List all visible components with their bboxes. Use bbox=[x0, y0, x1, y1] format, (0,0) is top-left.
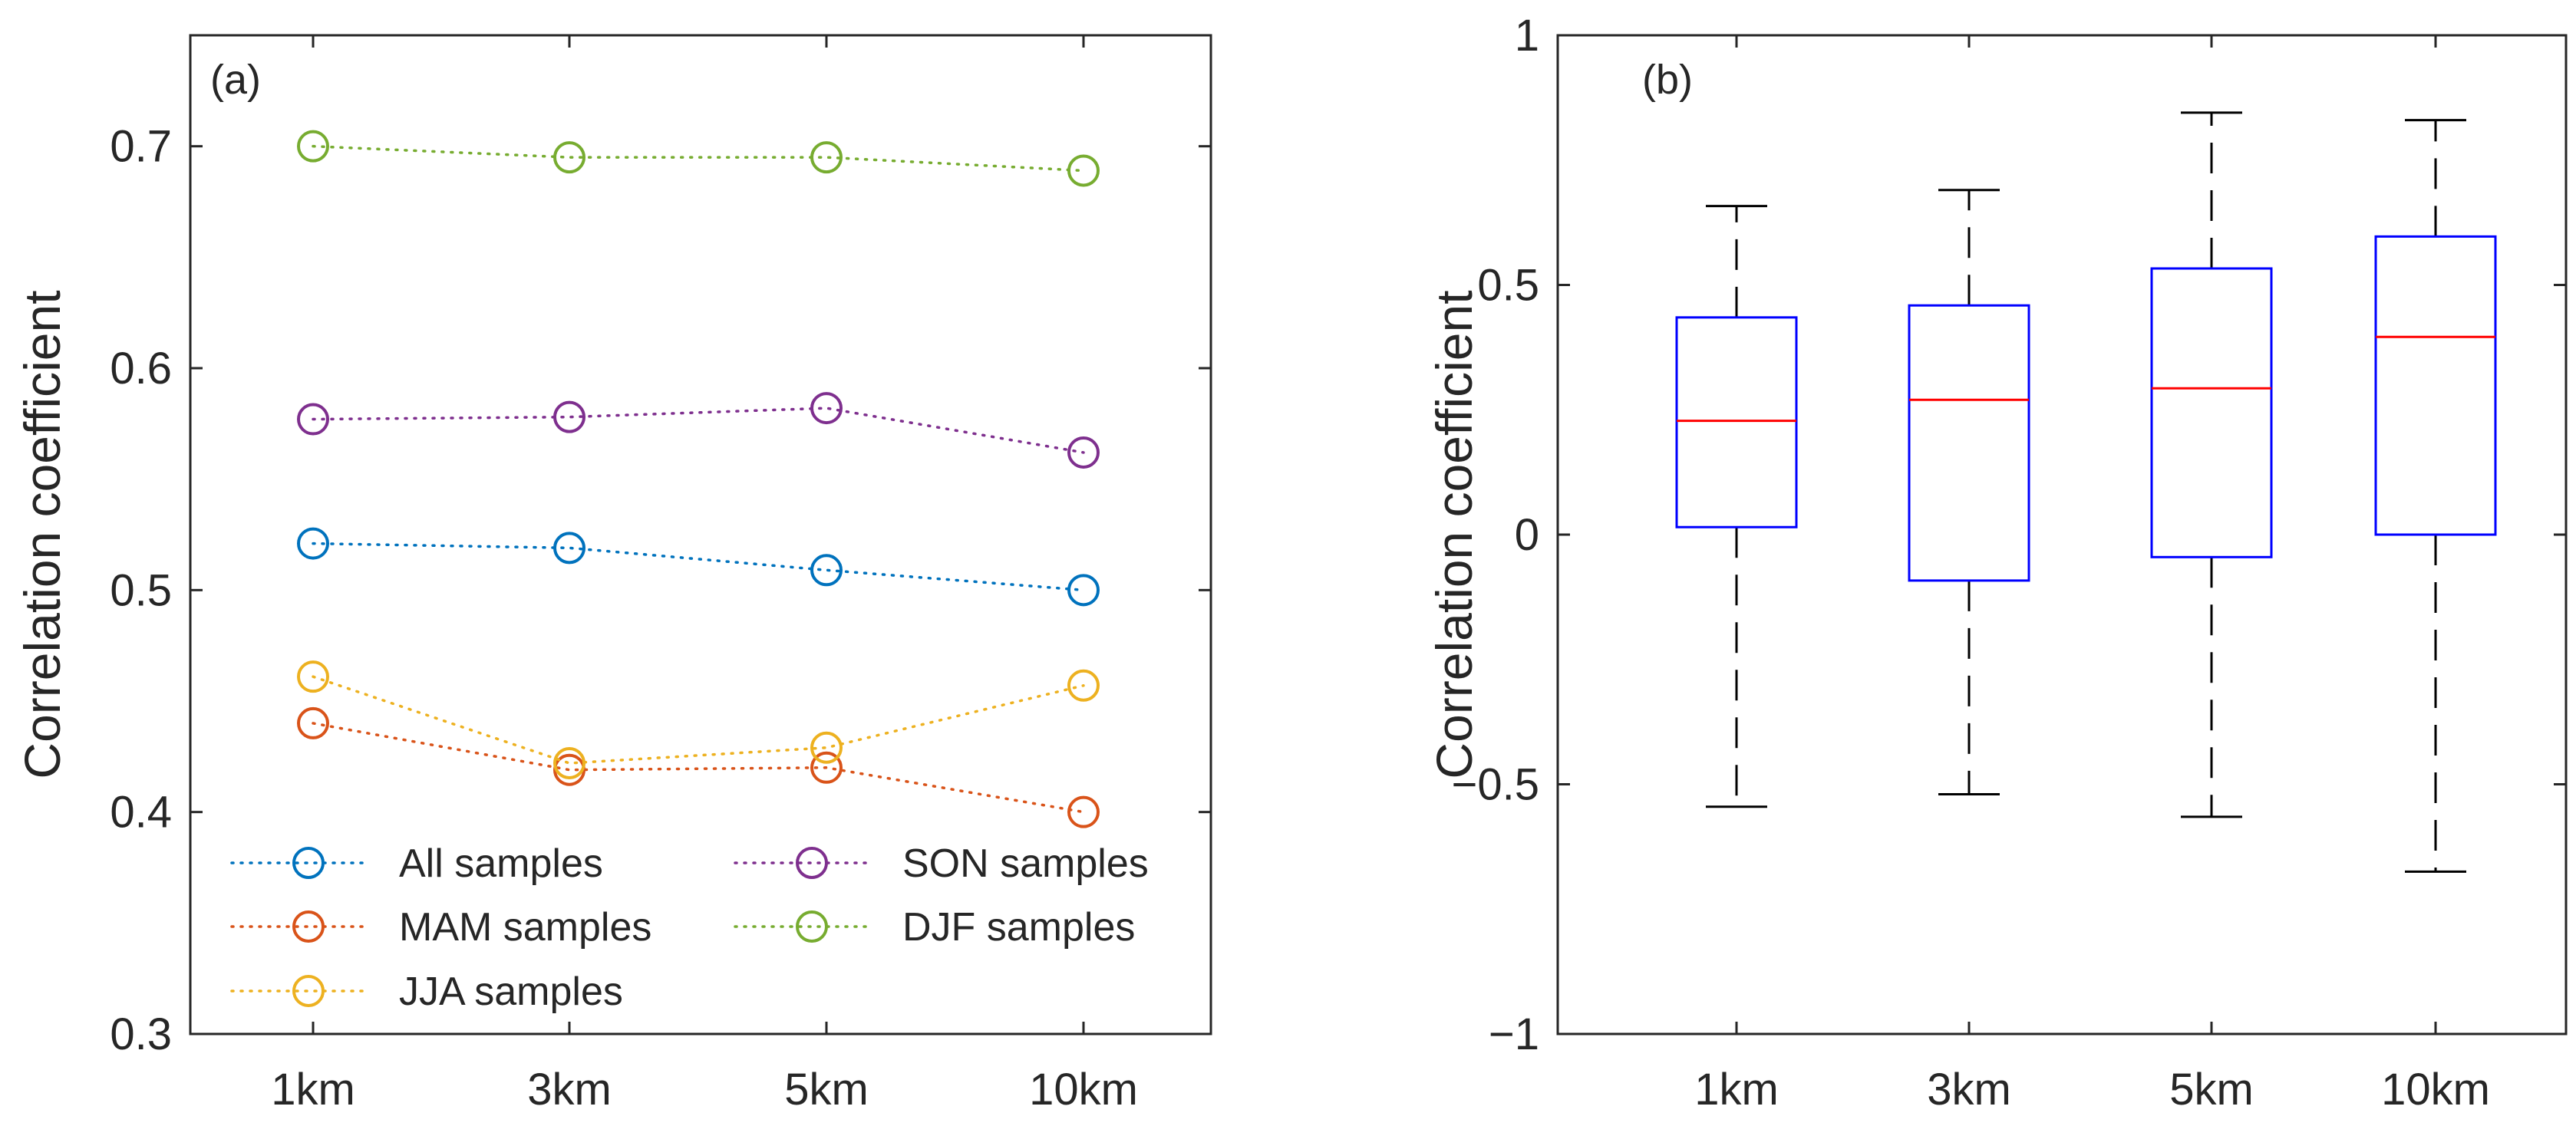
series-line bbox=[312, 407, 1085, 454]
panel-b-boxes bbox=[1675, 111, 2497, 873]
data-point bbox=[1067, 795, 1100, 828]
y-tick-label: 0.7 bbox=[110, 122, 172, 172]
data-point bbox=[297, 130, 329, 163]
legend-item: SON samples bbox=[734, 841, 1149, 886]
legend-label: JJA samples bbox=[399, 970, 623, 1014]
y-tick-label: 0.5 bbox=[110, 565, 172, 615]
data-point bbox=[1067, 574, 1100, 607]
y-tick-label: 1 bbox=[1515, 11, 1539, 61]
data-point bbox=[553, 747, 585, 780]
data-point bbox=[297, 403, 329, 436]
panel-a-x-ticks: 1km 3km 5km 10km bbox=[271, 35, 1138, 1114]
series-line bbox=[312, 144, 1085, 173]
panel-a: (a) Correlation coefficient 0.3 0.4 0.5 0.6… bbox=[14, 34, 1212, 1114]
data-point bbox=[297, 706, 329, 739]
legend-marker bbox=[796, 910, 828, 943]
panel-a-label: (a) bbox=[210, 57, 261, 103]
legend-label: DJF samples bbox=[902, 905, 1135, 950]
panel-a-y-ticks: 0.3 0.4 0.5 0.6 0.7 bbox=[110, 122, 1211, 1059]
legend-item: MAM samples bbox=[230, 905, 651, 950]
box-body bbox=[1675, 316, 1798, 528]
y-tick-label: 0.3 bbox=[110, 1009, 172, 1059]
data-point bbox=[810, 751, 843, 784]
panel-b-y-ticks: −1 −0.5 0 0.5 1 bbox=[1452, 11, 2566, 1059]
data-point bbox=[810, 731, 843, 764]
data-point bbox=[553, 400, 585, 433]
panel-a-axes-box bbox=[189, 34, 1212, 1035]
panel-b: (b) Correlation coefficient −1−0.500.51 … bbox=[1426, 11, 2568, 1114]
data-point bbox=[1067, 669, 1100, 702]
box-5km bbox=[2150, 111, 2273, 818]
series-djf bbox=[297, 130, 1100, 187]
data-point bbox=[297, 527, 329, 560]
series-jja bbox=[297, 660, 1100, 780]
legend-item: JJA samples bbox=[230, 970, 623, 1014]
data-point bbox=[553, 532, 585, 565]
legend-label: All samples bbox=[399, 841, 603, 886]
series-son bbox=[297, 392, 1100, 469]
y-tick-label: 0.6 bbox=[110, 344, 172, 393]
legend-marker bbox=[292, 975, 325, 1007]
panel-a-legend: All samples MAM samples JJA samples SON sam… bbox=[230, 841, 1149, 1014]
legend-marker bbox=[796, 847, 828, 879]
data-point bbox=[1067, 436, 1100, 469]
legend-label: SON samples bbox=[902, 841, 1149, 886]
box-3km bbox=[1908, 189, 2030, 796]
box-body bbox=[1908, 304, 2030, 582]
y-tick-label: 0.4 bbox=[110, 788, 172, 838]
data-point bbox=[810, 141, 843, 174]
series-line bbox=[312, 722, 1085, 814]
x-tick-label: 5km bbox=[2169, 1065, 2254, 1114]
panel-b-ylabel: Correlation coefficient bbox=[1426, 290, 1483, 779]
legend-label: MAM samples bbox=[399, 905, 651, 950]
data-point bbox=[297, 660, 329, 693]
x-tick-label: 10km bbox=[1029, 1065, 1138, 1114]
legend-item: DJF samples bbox=[734, 905, 1135, 950]
x-tick-label: 1km bbox=[1694, 1065, 1779, 1114]
box-body bbox=[2150, 267, 2273, 558]
x-tick-label: 3km bbox=[527, 1065, 612, 1114]
legend-marker bbox=[292, 910, 325, 943]
box-10km bbox=[2374, 119, 2497, 873]
data-point bbox=[810, 392, 843, 425]
y-tick-label: 0.5 bbox=[1477, 261, 1539, 311]
x-tick-label: 1km bbox=[271, 1065, 355, 1114]
data-point bbox=[810, 554, 843, 587]
data-point bbox=[553, 141, 585, 174]
series-line bbox=[312, 542, 1085, 592]
x-tick-label: 5km bbox=[784, 1065, 869, 1114]
box-1km bbox=[1675, 205, 1798, 808]
y-tick-label: 0 bbox=[1515, 510, 1539, 560]
box-body bbox=[2374, 235, 2497, 536]
legend-marker bbox=[292, 847, 325, 879]
legend-item: All samples bbox=[230, 841, 603, 886]
panel-b-x-ticks: 1km 3km 5km 10km bbox=[1694, 35, 2490, 1114]
y-tick-label: −0.5 bbox=[1452, 760, 1540, 810]
data-point bbox=[1067, 154, 1100, 187]
series-all bbox=[297, 527, 1100, 607]
panel-a-series bbox=[297, 130, 1100, 828]
x-tick-label: 10km bbox=[2381, 1065, 2490, 1114]
panel-a-ylabel: Correlation coefficient bbox=[14, 290, 71, 779]
panel-b-label: (b) bbox=[1642, 57, 1693, 103]
x-tick-label: 3km bbox=[1927, 1065, 2011, 1114]
y-tick-label: −1 bbox=[1489, 1009, 1539, 1059]
